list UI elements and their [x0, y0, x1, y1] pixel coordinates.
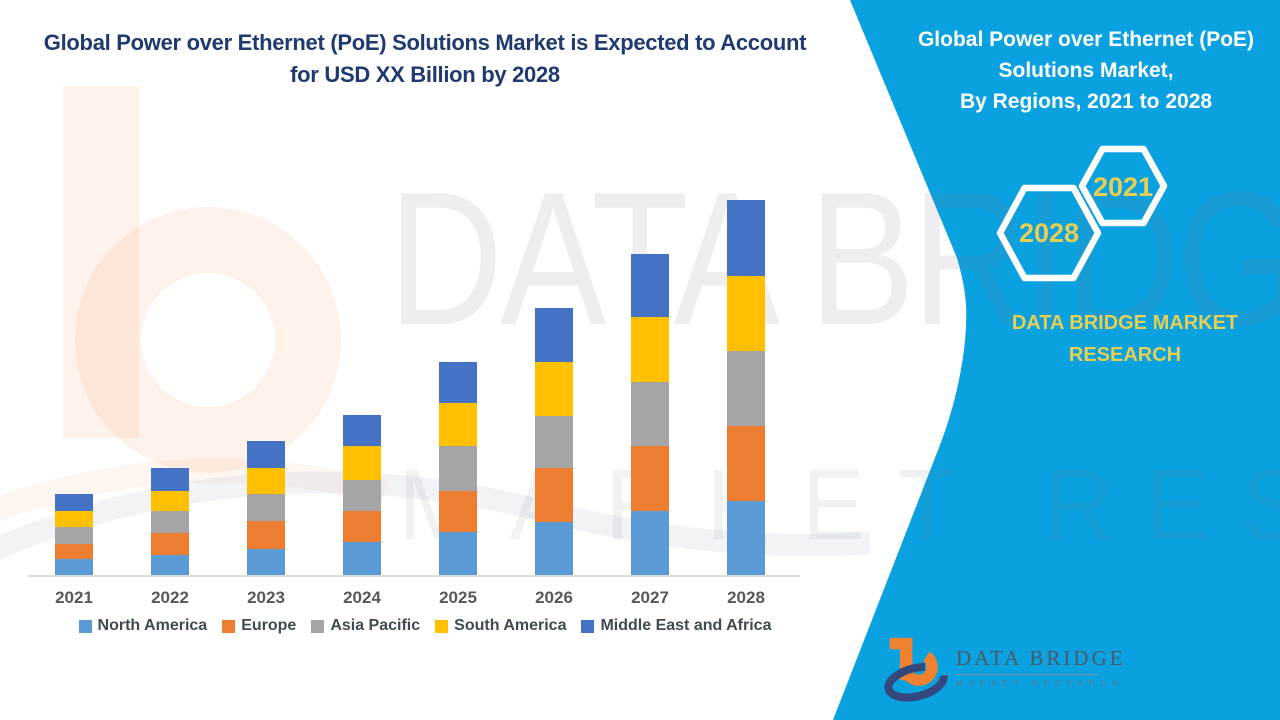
brand-line1: DATA BRIDGE MARKET — [1011, 312, 1239, 334]
chart-legend: North America Europe Asia Pacific South Ame… — [30, 617, 820, 635]
bar-segment-south-america — [631, 316, 669, 382]
bar-segment-asia-pacific — [439, 445, 477, 491]
x-axis-label-2027: 2027 — [631, 588, 669, 607]
panel-title-line3: By Regions, 2021 to 2028 — [959, 90, 1213, 113]
bar-segment-middle-east-and-africa — [631, 254, 669, 317]
bar-2028 — [727, 200, 765, 576]
bar-2023 — [247, 441, 285, 576]
bar-segment-middle-east-and-africa — [727, 200, 765, 276]
bar-segment-north-america — [55, 559, 93, 576]
bar-segment-asia-pacific — [55, 527, 93, 544]
x-axis-label-2022: 2022 — [151, 588, 189, 607]
bar-segment-europe — [151, 533, 189, 555]
legend-label: Europe — [241, 617, 297, 634]
legend-swatch-icon — [435, 619, 449, 633]
x-axis-label-2021: 2021 — [55, 588, 93, 607]
bar-segment-north-america — [247, 548, 285, 576]
bar-segment-europe — [727, 425, 765, 501]
bar-segment-south-america — [151, 490, 189, 511]
bar-2021 — [55, 494, 93, 576]
bar-segment-europe — [343, 510, 381, 542]
hexagons-icon — [996, 145, 1168, 282]
bar-segment-middle-east-and-africa — [343, 414, 381, 446]
legend-swatch-icon — [222, 619, 236, 633]
brand-line2: RESEARCH — [1068, 344, 1182, 366]
bar-segment-south-america — [55, 510, 93, 527]
bar-segment-north-america — [535, 521, 573, 576]
bar-segment-asia-pacific — [343, 480, 381, 511]
legend-swatch-icon — [78, 619, 92, 633]
hexagon-year-2028: 2028 — [1018, 218, 1080, 248]
bar-segment-north-america — [343, 541, 381, 576]
bar-2026 — [535, 307, 573, 576]
legend-item-europe: Europe — [222, 617, 296, 635]
bar-2022 — [151, 468, 189, 576]
bar-segment-south-america — [439, 403, 477, 446]
bar-segment-europe — [439, 490, 477, 532]
logo-name: DATA BRIDGE — [956, 646, 1126, 670]
bar-2027 — [631, 254, 669, 576]
legend-item-middle-east-and-africa: Middle East and Africa — [581, 617, 771, 635]
legend-swatch-icon — [311, 619, 325, 633]
chart-title-line2: for USD XX Billion by 2028 — [290, 62, 560, 87]
x-axis-label-2028: 2028 — [727, 588, 765, 607]
bar-segment-europe — [55, 544, 93, 559]
logo-divider — [956, 674, 1098, 675]
logo-subtitle: MARKET RESEARCH — [956, 678, 1124, 688]
bar-segment-middle-east-and-africa — [535, 307, 573, 362]
bar-segment-asia-pacific — [631, 382, 669, 446]
legend-swatch-icon — [581, 619, 595, 633]
bar-segment-europe — [247, 521, 285, 549]
x-axis-label-2025: 2025 — [439, 588, 477, 607]
legend-label: North America — [97, 617, 208, 634]
bar-segment-south-america — [535, 361, 573, 416]
data-bridge-logo: DATA BRIDGE MARKET RESEARCH — [884, 634, 1126, 704]
legend-item-asia-pacific: Asia Pacific — [311, 617, 420, 635]
bar-segment-asia-pacific — [151, 511, 189, 533]
bar-segment-middle-east-and-africa — [439, 361, 477, 403]
bar-2025 — [439, 361, 477, 576]
panel-title-line1: Global Power over Ethernet (PoE) — [917, 28, 1255, 51]
bar-segment-north-america — [151, 554, 189, 576]
bar-segment-middle-east-and-africa — [247, 441, 285, 468]
x-axis-line — [28, 575, 800, 577]
hexagon-year-2021: 2021 — [1092, 172, 1154, 202]
bar-segment-asia-pacific — [247, 494, 285, 521]
bar-segment-south-america — [247, 468, 285, 494]
bar-segment-europe — [631, 445, 669, 511]
bar-segment-north-america — [631, 510, 669, 576]
x-axis-label-2023: 2023 — [247, 588, 285, 607]
legend-label: South America — [454, 617, 567, 634]
legend-label: Asia Pacific — [330, 617, 421, 634]
panel-title-line2: Solutions Market, — [998, 59, 1174, 82]
legend-label: Middle East and Africa — [600, 617, 772, 634]
bar-segment-asia-pacific — [727, 350, 765, 426]
legend-item-north-america: North America — [78, 617, 208, 635]
bar-segment-middle-east-and-africa — [55, 494, 93, 511]
bar-segment-north-america — [727, 501, 765, 576]
chart-title-line1: Global Power over Ethernet (PoE) Solutio… — [43, 30, 807, 55]
x-axis-label-2026: 2026 — [535, 588, 573, 607]
bar-segment-north-america — [439, 532, 477, 576]
bar-2024 — [343, 414, 381, 576]
bar-segment-asia-pacific — [535, 416, 573, 468]
bar-segment-south-america — [343, 445, 381, 480]
logo-text: DATA BRIDGE MARKET RESEARCH — [956, 634, 1126, 688]
data-bridge-logo-icon — [884, 637, 948, 702]
legend-item-south-america: South America — [435, 617, 566, 635]
bar-segment-europe — [535, 468, 573, 522]
brand-text: DATA BRIDGE MARKET RESEARCH — [955, 307, 1280, 371]
plot-area: 2021 2022 2023 2024 2025 2026 2027 2028 — [30, 150, 800, 607]
panel-title: Global Power over Ethernet (PoE) Solutio… — [900, 24, 1272, 117]
chart-title: Global Power over Ethernet (PoE) Solutio… — [10, 27, 840, 91]
x-axis-label-2024: 2024 — [343, 588, 381, 607]
bar-segment-south-america — [727, 276, 765, 351]
bar-segment-middle-east-and-africa — [151, 468, 189, 491]
